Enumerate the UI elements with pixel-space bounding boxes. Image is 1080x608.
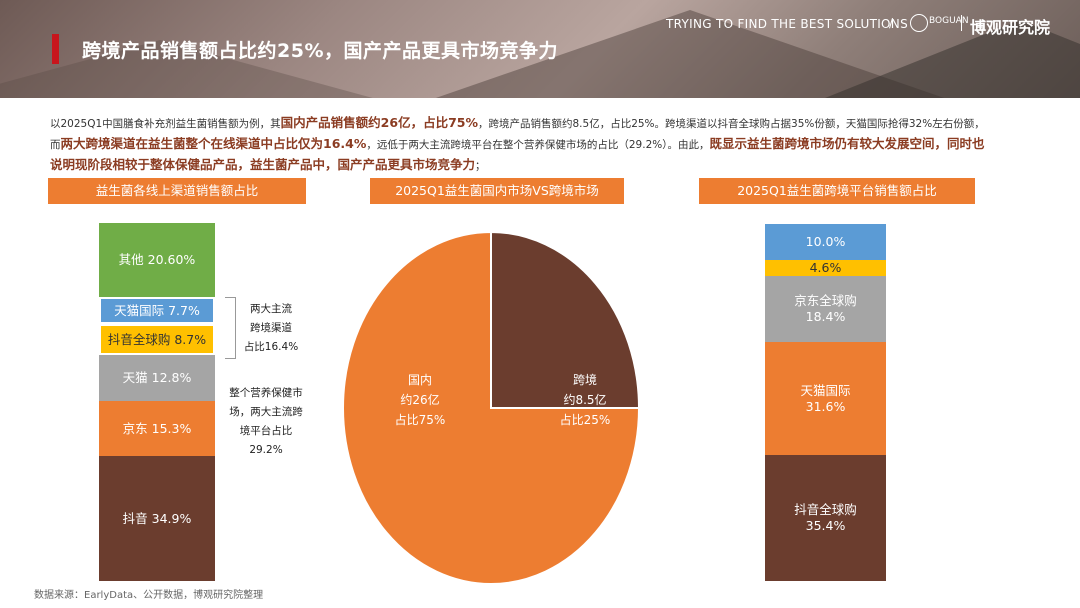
data-label: 天猫国际 7.7%	[114, 302, 200, 318]
annotation-line: 29.2%	[249, 444, 283, 456]
description-highlight: 国内产品销售额约26亿，占比75%	[280, 115, 478, 130]
data-label: 10.0%	[805, 234, 846, 249]
bar-segment: 京东全球购 18.4%	[765, 276, 886, 342]
pie-label-domestic: 国内 约26亿 占比75%	[390, 370, 450, 430]
pie-label-line: 占比25%	[559, 413, 611, 427]
data-label: 京东全球购 18.4%	[794, 293, 857, 325]
annotation-line: 境平台占比	[239, 425, 293, 437]
annotation-line: 两大主流	[250, 303, 292, 315]
annotation-line: 整个营养保健市	[229, 387, 303, 399]
description-text: ，跨境产品销售额约8.5亿，占比25%。跨境渠道以抖音全球购占据35%份额，天猫…	[50, 118, 985, 151]
chart3-title: 2025Q1益生菌跨境平台销售额占比	[699, 178, 975, 204]
bar-segment: 京东 15.3%	[99, 401, 215, 456]
pie-slice	[343, 232, 639, 584]
data-label-name: 天猫国际	[800, 382, 851, 398]
data-label-value: 18.4%	[805, 309, 846, 324]
logo-divider	[961, 15, 962, 31]
data-label: 抖音全球购 35.4%	[794, 502, 857, 534]
logo-icon	[910, 14, 928, 32]
data-source: 数据来源：EarlyData、公开数据，博观研究院整理	[34, 590, 264, 601]
mountain-decoration	[820, 20, 1080, 98]
annotation-line: 占比16.4%	[243, 341, 299, 353]
bar-segment: 天猫国际 31.6%	[765, 342, 886, 455]
chart3-stacked-column: 抖音全球购 35.4% 天猫国际 31.6% 京东全球购 18.4% 4.6% 10.0%	[765, 224, 886, 581]
pie-label-line: 占比75%	[394, 413, 446, 427]
bar-segment: 4.6%	[765, 260, 886, 276]
description-text: 以2025Q1中国膳食补充剂益生菌销售额为例，其	[50, 118, 281, 130]
data-label: 天猫 12.8%	[122, 370, 192, 385]
data-label: 其他 20.60%	[118, 252, 196, 267]
title-accent-bar	[52, 34, 59, 64]
description-text: ；	[475, 160, 486, 172]
brand-name: 博观研究院	[970, 18, 1051, 37]
data-label-value: 35.4%	[805, 518, 846, 533]
bar-segment: 天猫国际 7.7%	[99, 297, 215, 324]
description-highlight: 两大跨境渠道在益生菌整个在线渠道中占比仅为16.4%	[60, 136, 367, 151]
header-banner: 跨境产品销售额占比约25%，国产产品更具市场竞争力 TRYING TO FIND…	[0, 0, 1080, 98]
mountain-decoration	[0, 40, 380, 98]
annotation-line: 场，两大主流跨	[229, 406, 303, 418]
annotation-line: 跨境渠道	[250, 322, 292, 334]
pie-label-line: 跨境	[572, 373, 597, 387]
data-label: 抖音 34.9%	[122, 510, 192, 526]
description-paragraph: 以2025Q1中国膳食补充剂益生菌销售额为例，其国内产品销售额约26亿，占比75…	[50, 113, 990, 176]
bar-segment: 抖音全球购 35.4%	[765, 455, 886, 581]
bar-segment: 抖音全球购 8.7%	[99, 324, 215, 355]
pie-label-line: 约8.5亿	[563, 393, 607, 407]
page-title: 跨境产品销售额占比约25%，国产产品更具市场竞争力	[82, 40, 558, 62]
bar-segment: 10.0%	[765, 224, 886, 260]
chart1-stacked-column: 抖音 34.9% 京东 15.3% 天猫 12.8% 抖音全球购 8.7% 天猫国际 7…	[99, 223, 215, 581]
bar-segment: 天猫 12.8%	[99, 355, 215, 401]
pie-label-crossborder: 跨境 约8.5亿 占比25%	[555, 370, 615, 430]
slogan: TRYING TO FIND THE BEST SOLUTIONS	[666, 17, 908, 31]
annotation-two-channels: 两大主流 跨境渠道 占比16.4%	[236, 300, 306, 357]
description-text: ，远低于两大主流跨境平台在整个营养保健市场的占比（29.2%）。由此，	[366, 139, 710, 151]
data-label-name: 京东全球购	[794, 293, 857, 308]
logo-mark: BOGUAN	[929, 16, 969, 26]
data-label: 抖音全球购 8.7%	[107, 331, 207, 347]
description-highlight: 既显示益生菌跨境市场仍有较大发展空间，同时也说明现阶段相较于整体保健品产品，益生…	[50, 136, 985, 172]
data-label-value: 31.6%	[805, 398, 846, 414]
chart2-title: 2025Q1益生菌国内市场VS跨境市场	[370, 178, 624, 204]
chart2-pie	[343, 232, 639, 584]
data-label: 4.6%	[809, 260, 842, 275]
pie-slice	[490, 232, 639, 409]
bracket-line	[225, 297, 236, 359]
slogan-separator: /	[889, 16, 894, 30]
chart1-title: 益生菌各线上渠道销售额占比	[48, 178, 306, 204]
bar-segment: 其他 20.60%	[99, 223, 215, 297]
data-label-name: 抖音全球购	[794, 502, 857, 517]
bar-segment: 抖音 34.9%	[99, 456, 215, 581]
annotation-market-share: 整个营养保健市 场，两大主流跨 境平台占比 29.2%	[220, 384, 312, 460]
data-label: 天猫国际 31.6%	[800, 383, 850, 415]
pie-label-line: 约26亿	[400, 393, 440, 407]
data-label: 京东 15.3%	[122, 420, 192, 436]
pie-label-line: 国内	[407, 373, 432, 387]
